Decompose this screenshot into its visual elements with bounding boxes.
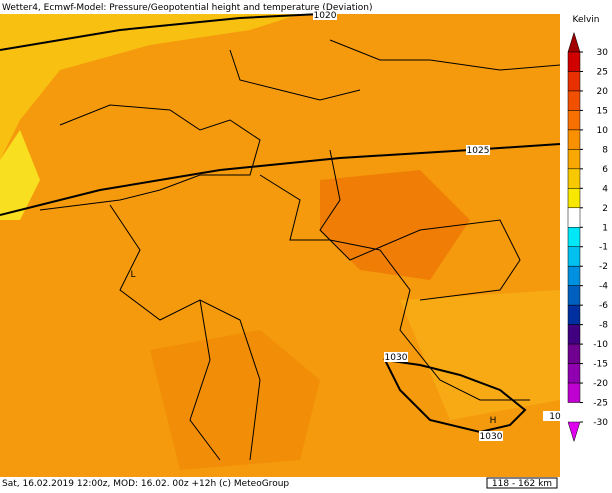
- title: Wetter4, Ecmwf-Model: Pressure/Geopotent…: [2, 3, 372, 13]
- map: [0, 13, 561, 477]
- legend-label: -25: [593, 399, 608, 409]
- legend-swatch: [567, 188, 581, 209]
- legend-swatch: [567, 207, 581, 228]
- label-box: [384, 352, 408, 362]
- legend-swatch: [567, 246, 581, 267]
- legend-label: 10: [597, 126, 609, 136]
- scale-label: 118 - 162 km: [492, 479, 552, 489]
- legend-label: 6: [602, 165, 608, 175]
- legend-label: 30: [597, 48, 609, 58]
- legend-end: [567, 421, 581, 443]
- legend-label: -2: [599, 262, 608, 272]
- legend-swatch: [567, 168, 581, 189]
- label-box: [466, 145, 490, 155]
- legend-swatch: [567, 227, 581, 247]
- legend-swatch: [567, 343, 581, 364]
- isobar-label: 1030: [385, 353, 408, 363]
- legend-label: 15: [597, 106, 608, 116]
- legend-label: -1: [599, 243, 608, 253]
- legend-label: -4: [599, 282, 608, 292]
- legend-label: -15: [593, 360, 608, 370]
- legend-swatch: [567, 110, 581, 131]
- legend-label: 25: [597, 67, 608, 77]
- legend-swatch: [567, 304, 581, 325]
- legend-swatch: [567, 129, 581, 150]
- legend-swatch: [567, 285, 581, 306]
- legend-swatch: [567, 51, 581, 72]
- isobar-label: 1025: [467, 146, 490, 156]
- legend-label: -6: [599, 301, 608, 311]
- legend-label: 1: [602, 223, 608, 233]
- legend-title: Kelvin: [572, 15, 599, 25]
- pressure-center: H: [490, 416, 497, 426]
- isobar-label: 1020: [314, 11, 337, 21]
- legend-swatch: [567, 149, 581, 170]
- legend-swatch: [567, 363, 581, 384]
- legend-swatch: [567, 90, 581, 111]
- legend-swatch: [567, 382, 581, 403]
- annotations: 1020 1025 1030 1030 10 H L: [130, 10, 567, 442]
- label-box: [313, 10, 337, 20]
- legend-label: -30: [593, 418, 608, 428]
- legend-label: 8: [602, 145, 608, 155]
- label-box: [543, 411, 567, 421]
- legend-label: 4: [602, 184, 608, 194]
- legend-swatch: [567, 324, 581, 345]
- legend-label: -20: [593, 379, 608, 389]
- legend-label: 20: [597, 87, 609, 97]
- scale-box: [486, 477, 558, 489]
- footer-text: Sat, 16.02.2019 12:00z, MOD: 16.02. 00z …: [2, 479, 289, 489]
- legend-swatch: [567, 71, 581, 92]
- isobar-label: 1030: [480, 432, 503, 442]
- label-box: [479, 431, 503, 441]
- pressure-center: L: [130, 270, 135, 280]
- legend-swatch: [567, 265, 581, 286]
- isobar-label: 10: [549, 412, 561, 422]
- legend: 30 25 20 15 10 8 6 4 2 1 -1 -2 -4 -6 -8 -10 -15 -20 -25 -30: [567, 31, 609, 443]
- legend-label: -8: [599, 321, 608, 331]
- legend-label: -10: [593, 340, 608, 350]
- legend-label: 2: [602, 204, 608, 214]
